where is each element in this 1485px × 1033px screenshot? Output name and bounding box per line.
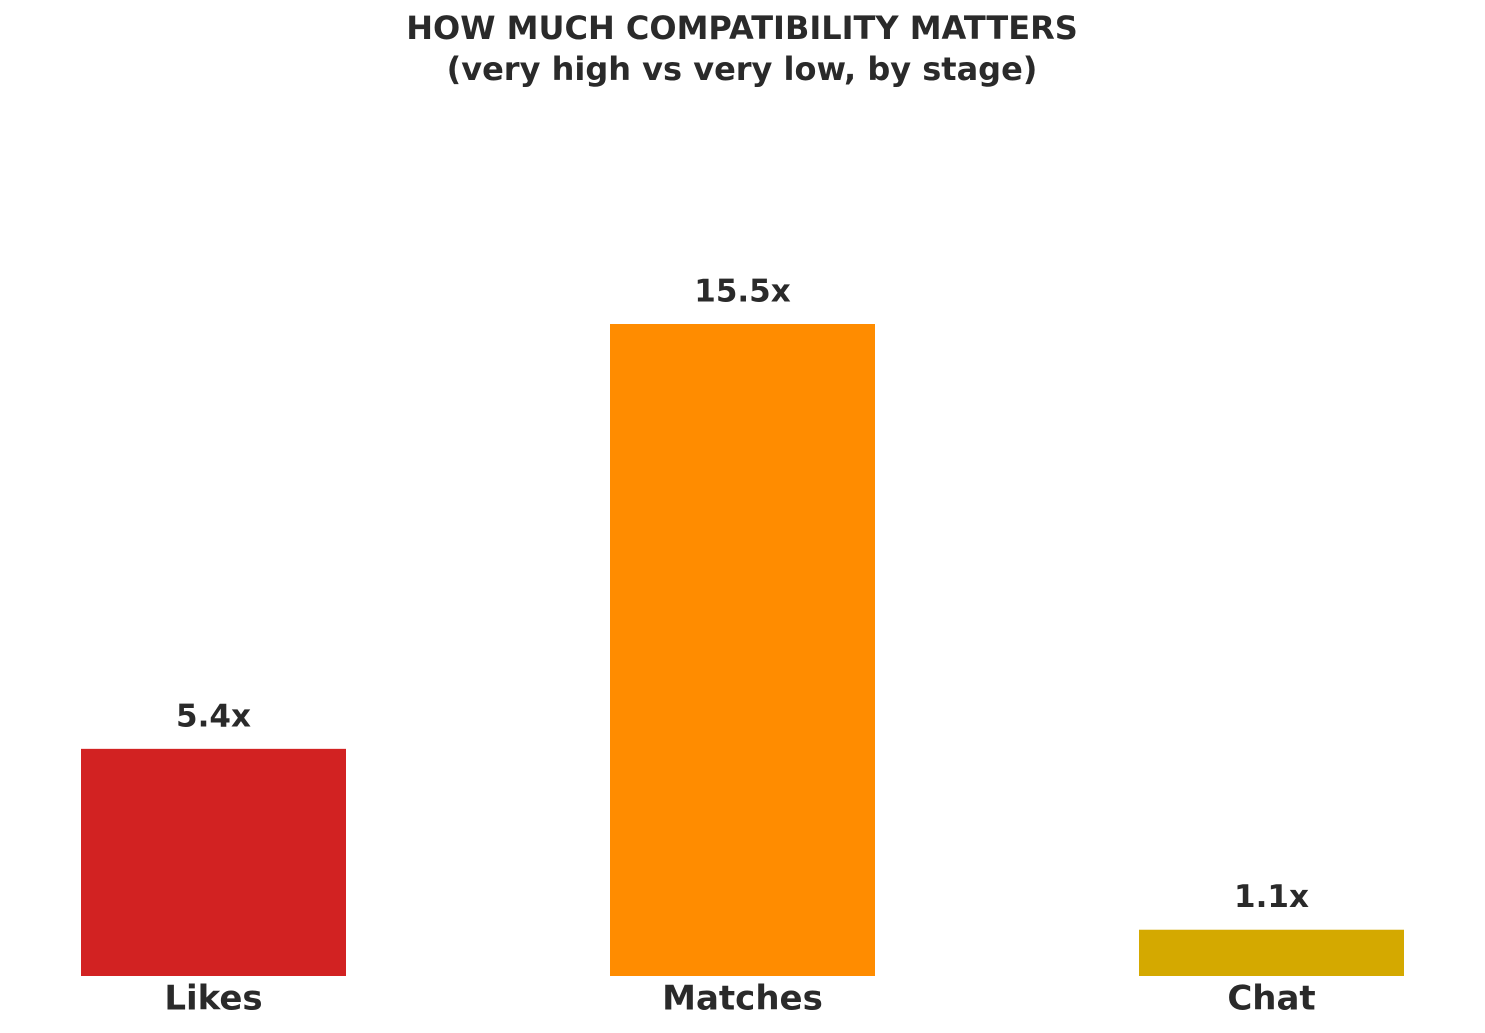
value-label: 1.1x (1234, 879, 1309, 915)
x-tick-label: Chat (1227, 979, 1315, 1019)
chart-title: HOW MUCH COMPATIBILITY MATTERS (406, 9, 1078, 47)
x-tick-label: Likes (164, 979, 262, 1019)
value-label: 15.5x (694, 274, 790, 310)
x-tick-label: Matches (662, 979, 823, 1019)
chart-subtitle: (very high vs very low, by stage) (447, 50, 1038, 88)
value-label: 5.4x (176, 698, 251, 734)
bar (81, 748, 346, 976)
bar (610, 324, 875, 976)
bar (1139, 929, 1404, 976)
